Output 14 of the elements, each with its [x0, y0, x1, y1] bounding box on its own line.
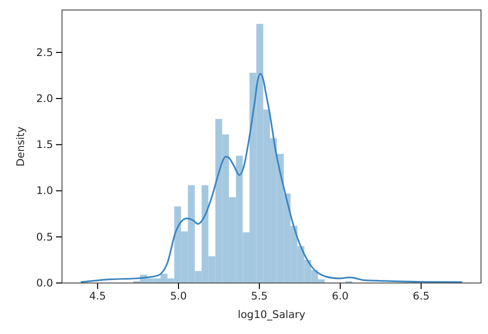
- x-tick-label: 6.5: [412, 290, 430, 302]
- y-tick-label: 1.0: [36, 185, 53, 198]
- x-axis-title: log10_Salary: [238, 309, 306, 321]
- x-tick-label: 6.0: [332, 290, 349, 302]
- y-tick-label: 2.5: [36, 46, 53, 59]
- x-tick-label: 4.5: [89, 290, 106, 302]
- y-tick-label: 0.0: [36, 277, 53, 290]
- line-series: [80, 72, 462, 283]
- x-tick-label: 5.0: [170, 290, 187, 302]
- y-axis-title: Density: [15, 126, 27, 166]
- y-tick-label: 1.5: [36, 139, 53, 152]
- x-tick-label: 5.5: [251, 290, 268, 302]
- y-tick-label: 0.5: [36, 231, 53, 244]
- y-tick-label: 2.0: [36, 92, 53, 105]
